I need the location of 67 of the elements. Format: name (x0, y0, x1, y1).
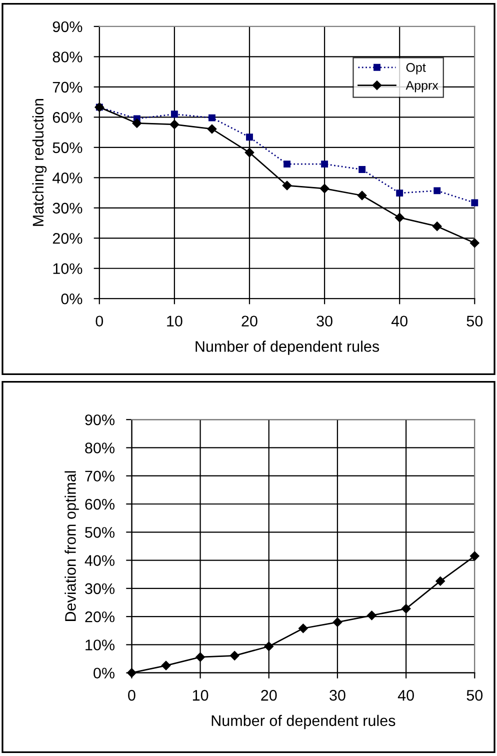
y-tick-label: 80% (85, 442, 114, 454)
point (170, 120, 180, 130)
x-tick-label: 0 (96, 316, 104, 327)
x-tick-label: 50 (466, 316, 483, 327)
x-tick-label: 40 (398, 690, 414, 701)
legend-label: Opt (406, 63, 426, 74)
y-tick-label: 90% (52, 21, 82, 32)
x-tick-label: 30 (316, 316, 332, 327)
point (298, 624, 308, 634)
point (436, 576, 445, 586)
point (196, 652, 205, 662)
x-tick-label: 20 (261, 690, 277, 701)
point (470, 238, 480, 248)
y-tick-label: 50% (52, 142, 82, 154)
point (332, 618, 342, 627)
point (284, 160, 290, 168)
y-tick-label: 40% (84, 555, 114, 566)
point (246, 134, 253, 141)
point (396, 190, 404, 197)
y-tick-label: 40% (52, 172, 82, 184)
y-tick-label: 10% (53, 263, 82, 274)
y-tick-label: 0% (94, 668, 114, 679)
legend-label: Apprx (406, 81, 438, 92)
x-axis-title: Number of dependent rules (196, 340, 380, 355)
point (264, 642, 274, 652)
y-tick-label: 60% (52, 112, 82, 123)
y-tick-label: 60% (85, 498, 114, 510)
y-tick-label: 70% (85, 470, 114, 482)
point (432, 222, 442, 231)
y-tick-label: 90% (85, 414, 114, 426)
point (208, 114, 216, 122)
point (358, 166, 366, 173)
x-tick-label: 0 (128, 690, 136, 701)
y-axis-title: Deviation from optimal (64, 471, 79, 621)
point (471, 199, 478, 206)
x-tick-label: 20 (242, 316, 258, 327)
y-tick-label: 70% (52, 82, 82, 93)
x-tick-label: 10 (167, 316, 182, 327)
point (470, 551, 480, 561)
y-tick-label: 30% (52, 202, 82, 214)
y-tick-label: 50% (85, 527, 114, 538)
y-axis-title: Matching reduction (32, 98, 47, 226)
point (132, 118, 142, 128)
x-tick-label: 10 (192, 690, 208, 701)
point (394, 212, 404, 222)
point (357, 190, 367, 200)
point (321, 160, 328, 168)
x-tick-label: 50 (466, 690, 483, 701)
point (207, 124, 217, 134)
point (401, 604, 411, 614)
x-axis-title: Number of dependent rules (212, 714, 396, 730)
y-tick-label: 10% (86, 640, 114, 650)
y-tick-label: 20% (52, 233, 82, 244)
x-tick-label: 30 (330, 690, 346, 701)
point (170, 110, 178, 118)
y-tick-label: 20% (85, 611, 114, 622)
y-tick-label: 30% (85, 583, 114, 594)
x-tick-label: 40 (391, 316, 408, 327)
point (320, 184, 330, 194)
point (282, 180, 292, 190)
y-tick-label: 0% (61, 293, 82, 304)
point (161, 660, 171, 670)
point (367, 610, 376, 620)
point (230, 651, 240, 660)
y-tick-label: 80% (52, 52, 82, 62)
point (434, 187, 441, 194)
point (244, 148, 254, 158)
